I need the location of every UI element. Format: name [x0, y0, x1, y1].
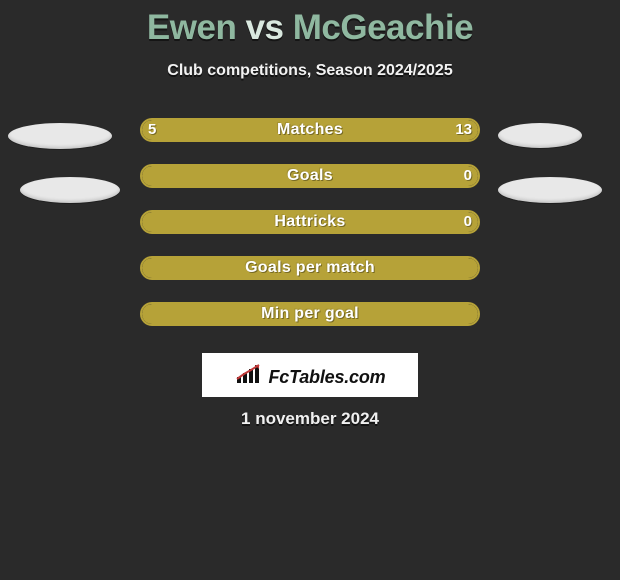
page-title: Ewen vs McGeachie — [0, 0, 620, 48]
player1-name: Ewen — [147, 8, 236, 47]
stat-bar — [140, 118, 480, 142]
stat-row: Min per goal — [0, 302, 620, 348]
stat-row: Hattricks0 — [0, 210, 620, 256]
stat-bar — [140, 302, 480, 326]
logo-box: FcTables.com — [202, 353, 418, 397]
stat-bar — [140, 256, 480, 280]
stat-bar — [140, 210, 480, 234]
stat-row: Goals0 — [0, 164, 620, 210]
stat-rows: Matches513Goals0Hattricks0Goals per matc… — [0, 118, 620, 348]
subtitle-text: Club competitions, Season 2024/2025 — [0, 62, 620, 80]
comparison-infographic: Ewen vs McGeachie Club competitions, Sea… — [0, 0, 620, 580]
date-text: 1 november 2024 — [0, 409, 620, 429]
vs-text: vs — [246, 8, 284, 47]
logo-text: FcTables.com — [269, 367, 386, 388]
stat-bar — [140, 164, 480, 188]
player2-name: McGeachie — [293, 8, 473, 47]
logo: FcTables.com — [235, 363, 386, 388]
bar-chart-icon — [235, 363, 263, 383]
stat-row: Goals per match — [0, 256, 620, 302]
stat-row: Matches513 — [0, 118, 620, 164]
